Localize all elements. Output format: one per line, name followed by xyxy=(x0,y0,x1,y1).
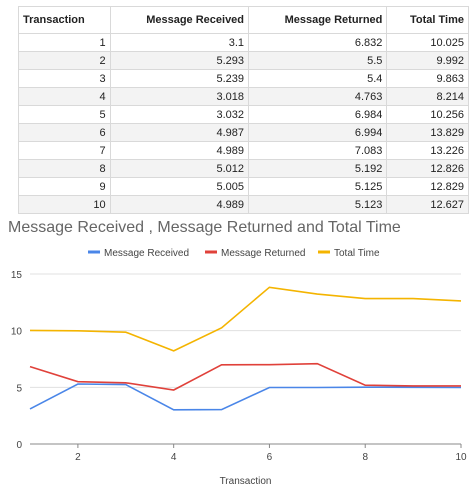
x-tick-label: 10 xyxy=(455,452,467,463)
x-tick-label: 2 xyxy=(75,452,81,463)
header-total-time: Total Time xyxy=(386,6,469,34)
table-row: 5 3.032 6.984 10.256 xyxy=(18,105,469,124)
table-cell: 9.992 xyxy=(386,51,469,70)
table-cell: 3.032 xyxy=(109,105,250,124)
table-cell: 3.018 xyxy=(109,87,250,106)
table-cell: 5.192 xyxy=(248,159,388,178)
series-line-message-returned xyxy=(29,362,461,391)
table-cell: 4.987 xyxy=(109,123,250,142)
legend-label: Total Time xyxy=(334,248,380,259)
table-cell: 1 xyxy=(18,33,111,52)
table-cell: 5.239 xyxy=(109,69,250,88)
table-cell: 4.989 xyxy=(109,195,250,214)
table-cell: 5.4 xyxy=(248,69,388,88)
table-cell: 5.125 xyxy=(248,177,388,196)
table-cell: 12.826 xyxy=(386,159,469,178)
table-header-row: Transaction Message Received Message Ret… xyxy=(18,6,469,34)
table-row: 1 3.1 6.832 10.025 xyxy=(18,33,469,52)
table-cell: 6.984 xyxy=(248,105,388,124)
table-cell: 5.012 xyxy=(109,159,250,178)
table-cell: 12.627 xyxy=(386,195,469,214)
table-cell: 8.214 xyxy=(386,87,469,106)
table-row: 9 5.005 5.125 12.829 xyxy=(18,177,469,196)
series-line-message-received xyxy=(29,383,462,411)
table-cell: 5.123 xyxy=(248,195,388,214)
legend-label: Message Returned xyxy=(221,248,306,259)
table-row: 3 5.239 5.4 9.863 xyxy=(18,69,469,88)
table-row: 7 4.989 7.083 13.226 xyxy=(18,141,469,160)
header-transaction: Transaction xyxy=(18,6,111,34)
table-cell: 3.1 xyxy=(109,33,250,52)
table-row: 10 4.989 5.123 12.627 xyxy=(18,195,469,214)
table-cell: 3 xyxy=(18,69,111,88)
table-cell: 8 xyxy=(18,159,111,178)
table-cell: 5.293 xyxy=(109,51,250,70)
table-cell: 10.256 xyxy=(386,105,469,124)
series-line-total-time xyxy=(29,286,462,352)
table-cell: 9.863 xyxy=(386,69,469,88)
table-cell: 6.832 xyxy=(248,33,388,52)
y-tick-label: 15 xyxy=(11,270,23,281)
table-cell: 10 xyxy=(18,195,111,214)
header-message-returned: Message Returned xyxy=(248,6,388,34)
table-cell: 5 xyxy=(18,105,111,124)
table-cell: 5.5 xyxy=(248,51,388,70)
x-tick-label: 8 xyxy=(362,452,368,463)
table-cell: 2 xyxy=(18,51,111,70)
table-row: 2 5.293 5.5 9.992 xyxy=(18,51,469,70)
x-axis-label: Transaction xyxy=(220,476,272,486)
line-chart: 0 5 10 15 2 4 6 8 10 Message Received Message Retu… xyxy=(11,248,467,486)
table-cell: 4.763 xyxy=(248,87,388,106)
chart-title: Message Received , Message Returned and … xyxy=(8,219,401,236)
table-cell: 6.994 xyxy=(248,123,388,142)
x-tick-label: 6 xyxy=(267,452,273,463)
table-cell: 13.829 xyxy=(386,123,469,142)
table-cell: 5.005 xyxy=(109,177,250,196)
y-tick-label: 0 xyxy=(16,440,22,451)
table-row: 8 5.012 5.192 12.826 xyxy=(18,159,469,178)
table-cell: 9 xyxy=(18,177,111,196)
table-cell: 7 xyxy=(18,141,111,160)
table-cell: 6 xyxy=(18,123,111,142)
table-cell: 10.025 xyxy=(386,33,469,52)
table-row: 4 3.018 4.763 8.214 xyxy=(18,87,469,106)
x-tick-label: 4 xyxy=(171,452,177,463)
y-tick-label: 10 xyxy=(11,327,23,338)
legend-label: Message Received xyxy=(104,248,189,259)
y-tick-label: 5 xyxy=(16,383,22,394)
table-cell: 13.226 xyxy=(386,141,469,160)
table-cell: 4 xyxy=(18,87,111,106)
table-cell: 12.829 xyxy=(386,177,469,196)
data-table: Transaction Message Received Message Ret… xyxy=(18,6,469,214)
table-row: 6 4.987 6.994 13.829 xyxy=(18,123,469,142)
table-cell: 4.989 xyxy=(109,141,250,160)
table-cell: 7.083 xyxy=(248,141,388,160)
header-message-received: Message Received xyxy=(109,6,250,34)
